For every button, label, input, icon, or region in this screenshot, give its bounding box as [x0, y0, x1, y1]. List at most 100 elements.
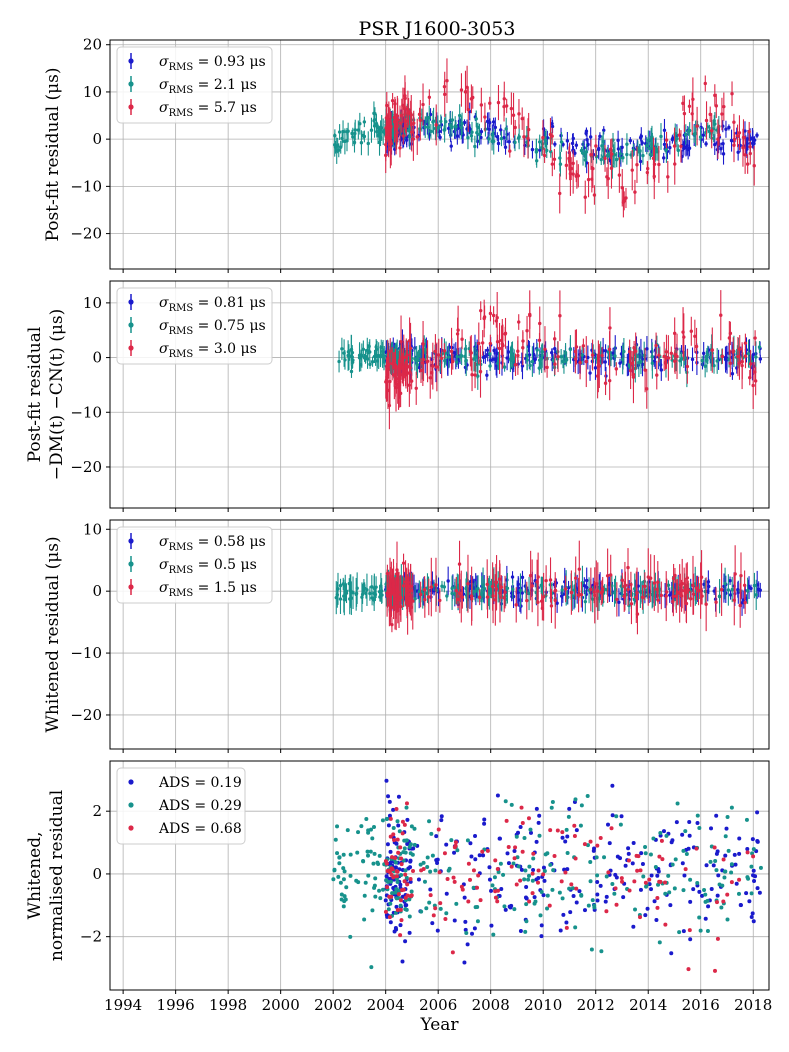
data-point	[482, 316, 486, 321]
data-point	[407, 339, 412, 343]
data-point	[409, 824, 414, 829]
data-point	[679, 357, 684, 361]
data-point	[511, 357, 515, 362]
data-point	[541, 872, 546, 877]
axes-frame	[109, 760, 770, 991]
data-point	[504, 127, 508, 131]
axes-frame	[109, 39, 770, 270]
data-point	[695, 881, 700, 886]
data-point	[755, 839, 760, 844]
data-point	[516, 136, 521, 140]
data-point	[511, 587, 515, 591]
legend-label: ADS = 0.19	[158, 775, 242, 791]
legend-box	[116, 46, 273, 124]
data-point	[409, 379, 414, 383]
data-point	[435, 861, 440, 866]
data-point	[459, 88, 464, 92]
data-point	[403, 903, 408, 908]
data-point	[572, 823, 577, 828]
data-point	[675, 354, 679, 359]
data-point	[626, 565, 630, 570]
data-point	[542, 869, 547, 874]
data-point	[590, 898, 595, 903]
data-point	[698, 135, 703, 139]
data-point	[514, 603, 518, 607]
data-point	[366, 828, 371, 833]
data-point	[746, 876, 751, 881]
data-point	[433, 906, 438, 911]
data-point	[748, 362, 753, 366]
data-point	[459, 354, 464, 358]
data-point	[510, 575, 515, 579]
data-point	[520, 591, 524, 595]
data-point	[407, 844, 412, 849]
data-point	[691, 97, 695, 101]
data-point	[395, 572, 399, 576]
data-point	[528, 363, 532, 368]
data-point	[689, 597, 693, 601]
data-point	[668, 903, 673, 908]
data-point	[569, 882, 574, 887]
data-point	[600, 589, 605, 594]
data-point	[508, 149, 512, 153]
data-point	[539, 599, 544, 603]
data-point	[595, 892, 600, 897]
data-point	[589, 152, 593, 157]
data-point	[539, 890, 544, 895]
data-point	[528, 827, 533, 832]
data-point	[448, 123, 452, 127]
data-point	[400, 831, 405, 836]
data-point	[545, 365, 549, 370]
data-point	[446, 355, 451, 359]
y-tick-label: 2	[92, 802, 102, 820]
data-point	[377, 888, 382, 893]
data-point	[493, 895, 498, 900]
data-point	[474, 355, 478, 359]
data-point	[427, 900, 432, 905]
data-point	[544, 139, 548, 143]
legend-label: σRMS = 0.93 μs	[159, 54, 266, 73]
data-point	[595, 880, 600, 885]
data-point	[469, 854, 474, 859]
data-point	[741, 135, 746, 140]
data-point	[419, 909, 424, 914]
data-point	[632, 597, 636, 602]
data-point	[384, 817, 389, 822]
data-point	[377, 853, 382, 858]
data-point	[565, 867, 570, 872]
data-point	[737, 836, 742, 841]
data-point	[444, 891, 449, 896]
data-point	[451, 359, 455, 364]
data-point	[553, 589, 557, 593]
data-point	[336, 587, 340, 591]
data-point	[512, 907, 517, 912]
data-point	[544, 578, 548, 583]
data-point	[736, 150, 740, 154]
data-point	[675, 801, 680, 806]
data-point	[701, 351, 706, 356]
y-axis-label: Post-fit residual (μs)	[43, 67, 63, 241]
legend-box	[116, 287, 273, 365]
data-point	[563, 839, 568, 844]
series-3	[385, 540, 747, 635]
data-point	[507, 140, 511, 144]
data-point	[394, 377, 399, 381]
data-point	[491, 313, 496, 318]
data-point	[638, 887, 643, 892]
data-point	[398, 933, 403, 938]
data-point	[526, 127, 531, 132]
data-point	[610, 882, 615, 887]
data-point	[495, 899, 500, 904]
data-point	[521, 346, 525, 350]
data-point	[403, 939, 408, 944]
data-point	[650, 135, 654, 139]
data-point	[564, 920, 569, 925]
data-point	[663, 361, 668, 365]
data-point	[598, 883, 603, 888]
data-point	[481, 583, 485, 587]
data-point	[362, 134, 367, 139]
data-point	[513, 363, 518, 367]
data-point	[565, 834, 570, 839]
data-point	[442, 349, 447, 353]
